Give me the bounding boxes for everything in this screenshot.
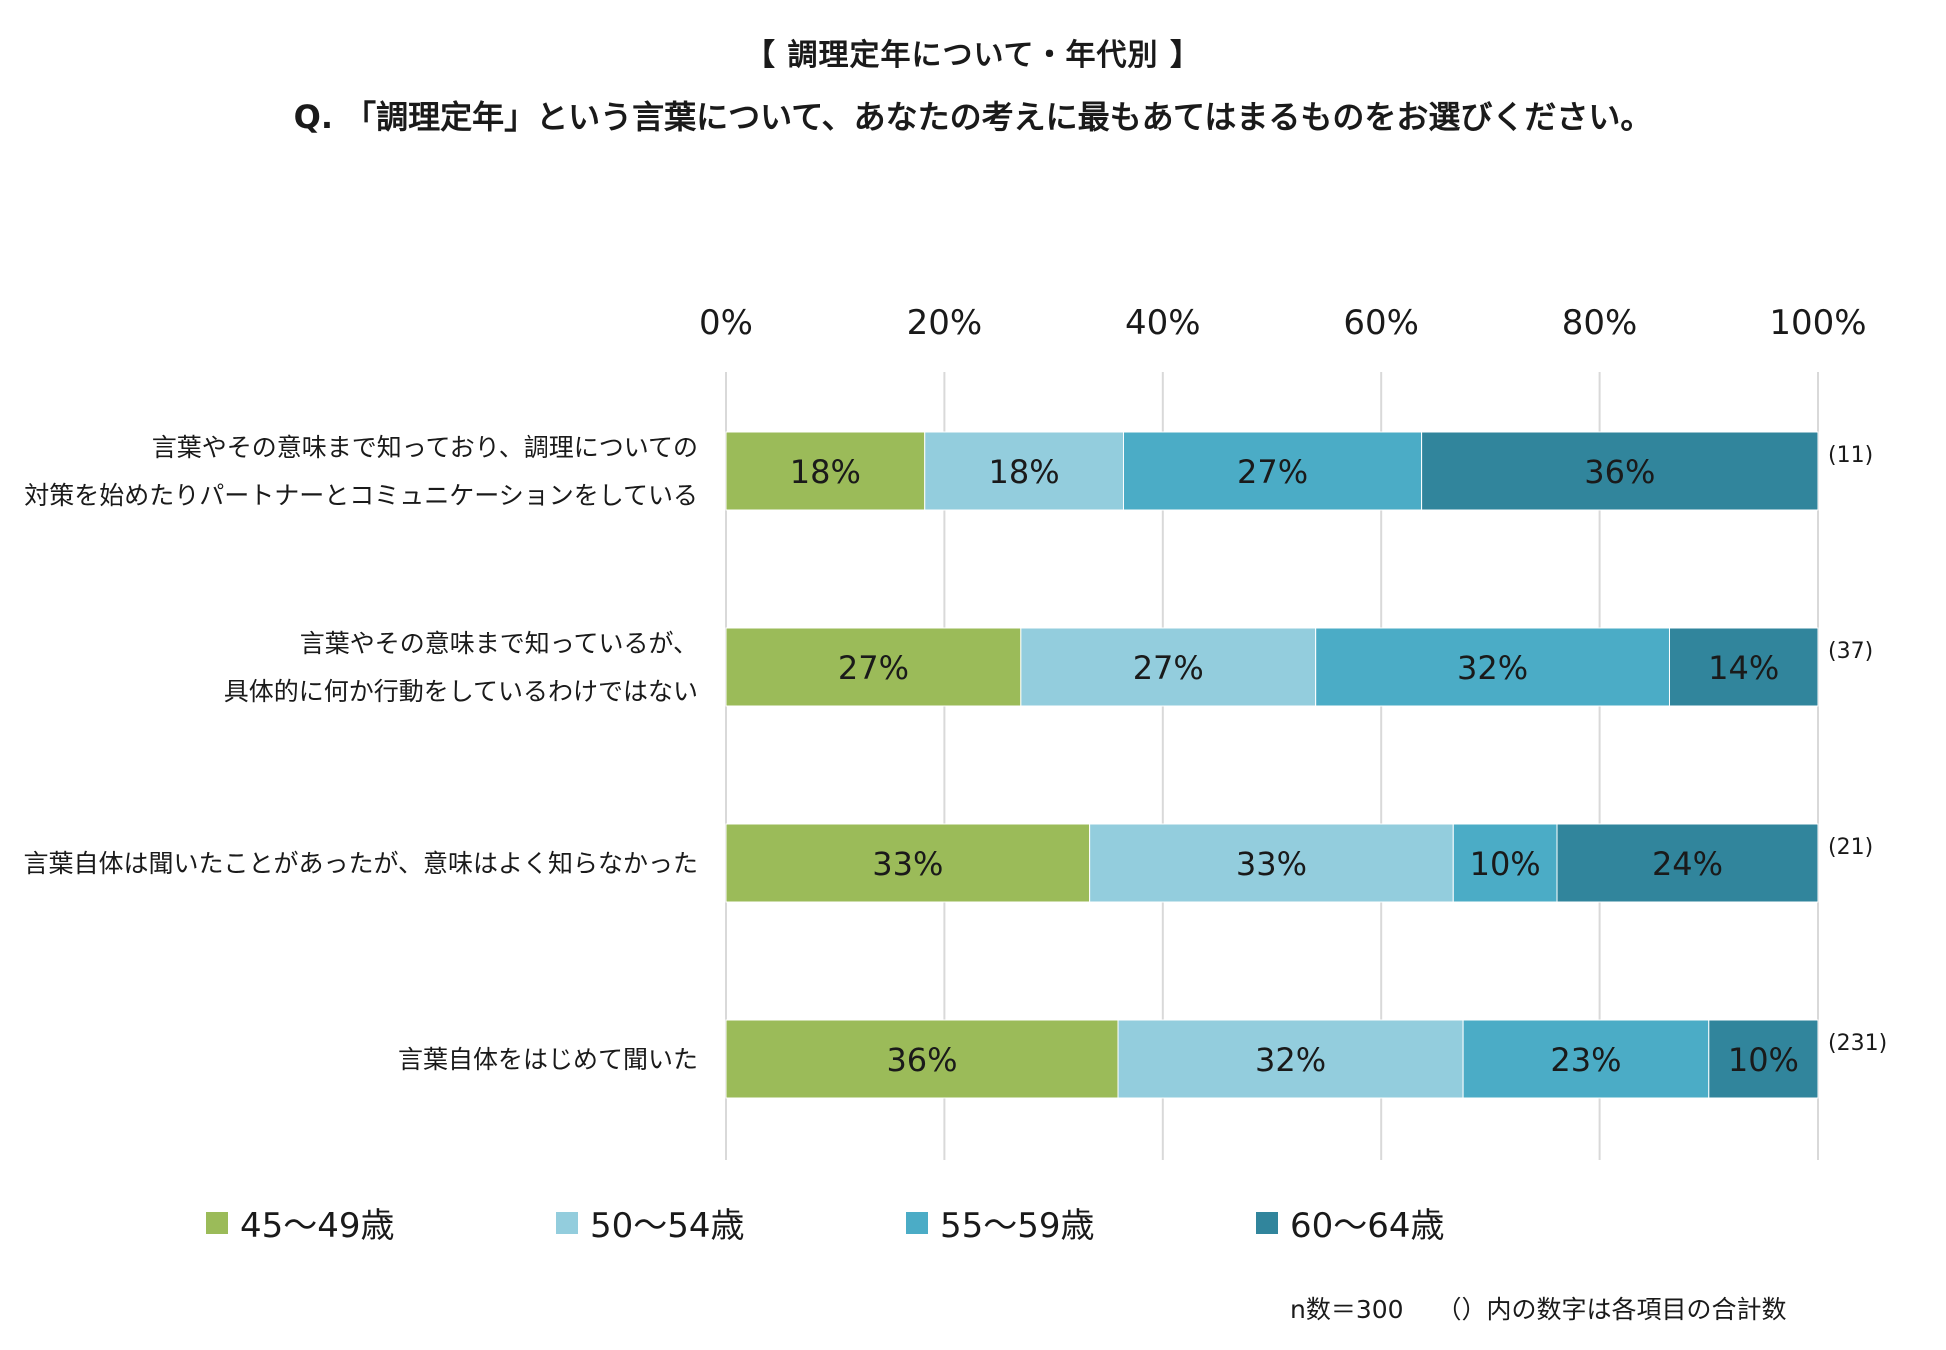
data-label: 27% xyxy=(1133,649,1204,687)
data-label: 32% xyxy=(1457,649,1528,687)
legend-item: 45～49歳 xyxy=(206,1198,395,1247)
category-label: 具体的に何か行動をしているわけではない xyxy=(224,677,698,706)
x-tick-label: 0% xyxy=(699,303,753,343)
legend-swatch xyxy=(1256,1211,1278,1234)
legend-item: 60～64歳 xyxy=(1256,1198,1445,1247)
legend-label: 60～64歳 xyxy=(1290,1206,1445,1246)
data-label: 24% xyxy=(1652,845,1723,883)
category-label: 言葉自体をはじめて聞いた xyxy=(398,1045,698,1074)
x-tick-label: 80% xyxy=(1562,303,1638,343)
legend-label: 55～59歳 xyxy=(940,1206,1095,1246)
data-label: 36% xyxy=(886,1041,957,1079)
bar-segment xyxy=(1708,1019,1819,1099)
count-label: (21) xyxy=(1828,835,1873,860)
category-label: 言葉やその意味まで知っており、調理についての xyxy=(152,433,698,462)
data-label: 27% xyxy=(1237,453,1308,491)
bar-segment xyxy=(725,431,926,511)
bar-segment xyxy=(1315,627,1670,707)
data-label: 36% xyxy=(1584,453,1655,491)
bar-segment xyxy=(1117,1019,1464,1099)
legend-item: 50～54歳 xyxy=(556,1198,745,1247)
category-label: 対策を始めたりパートナーとコミュニケーションをしている xyxy=(24,481,698,510)
bar-segment xyxy=(924,431,1124,511)
chart-title: 【 調理定年について・年代別 】 xyxy=(745,38,1201,73)
data-label: 27% xyxy=(838,649,909,687)
legend: 45～49歳 50～54歳 55～59歳 60～64歳 xyxy=(0,1198,1946,1248)
data-label: 10% xyxy=(1470,845,1541,883)
bar-segment xyxy=(1462,1019,1710,1099)
data-label: 14% xyxy=(1708,649,1779,687)
legend-swatch xyxy=(906,1211,928,1234)
bar-segment xyxy=(725,1019,1119,1099)
footnote: n数＝300 （）内の数字は各項目の合計数 xyxy=(1290,1295,1787,1324)
category-label: 言葉やその意味まで知っているが、 xyxy=(300,629,698,658)
bar-segment xyxy=(725,823,1091,903)
data-label: 23% xyxy=(1550,1041,1621,1079)
bar-segment xyxy=(1452,823,1558,903)
bar-segment xyxy=(1421,431,1819,511)
bar-segment xyxy=(725,627,1022,707)
legend-swatch xyxy=(556,1211,578,1234)
category-label: 言葉自体は聞いたことがあったが、意味はよく知らなかった xyxy=(23,849,698,878)
x-tick-label: 60% xyxy=(1343,303,1419,343)
data-label: 18% xyxy=(790,453,861,491)
data-label: 33% xyxy=(872,845,943,883)
bar-segment xyxy=(1122,431,1423,511)
count-label: (11) xyxy=(1828,443,1873,468)
data-label: 10% xyxy=(1728,1041,1799,1079)
stacked-bar-chart: 0% 20% 40% 60% 80% 100% 言葉やその意味まで知っており、調理についての… xyxy=(23,303,1887,1160)
legend-label: 50～54歳 xyxy=(590,1206,745,1246)
count-label: (37) xyxy=(1828,639,1873,664)
data-label: 33% xyxy=(1236,845,1307,883)
bar-segment xyxy=(1089,823,1454,903)
x-tick-label: 20% xyxy=(907,303,983,343)
data-label: 18% xyxy=(989,453,1060,491)
count-label: (231) xyxy=(1828,1031,1887,1056)
x-tick-label: 100% xyxy=(1769,303,1866,343)
x-tick-label: 40% xyxy=(1125,303,1201,343)
data-label: 32% xyxy=(1255,1041,1326,1079)
bar-segment xyxy=(1556,823,1819,903)
legend-label: 45～49歳 xyxy=(240,1206,395,1246)
chart-question: Q. 「調理定年」という言葉について、あなたの考えに最もあてはまるものをお選びく… xyxy=(293,98,1653,136)
legend-swatch xyxy=(206,1211,228,1234)
bar-segment xyxy=(1668,627,1819,707)
legend-item: 55～59歳 xyxy=(906,1198,1095,1247)
bar-segment xyxy=(1020,627,1317,707)
